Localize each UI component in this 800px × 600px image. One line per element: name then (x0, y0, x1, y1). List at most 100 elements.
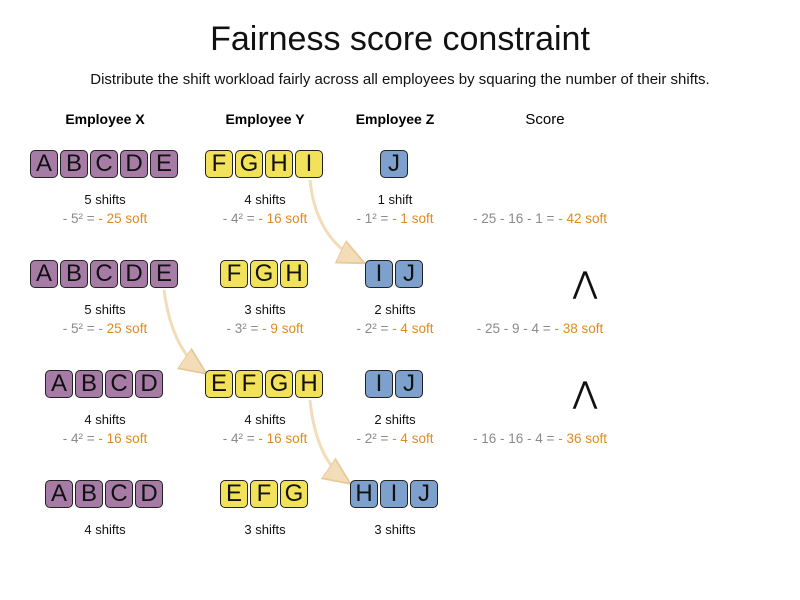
arrow-i-to-z (308, 179, 362, 262)
shift-tile: F (250, 480, 278, 508)
total-score-formula: - 25 - 16 - 1 = - 42 soft (450, 211, 630, 226)
shift-count: 2 shifts (374, 412, 416, 427)
total-score-calc: - 25 - 9 - 4 = (476, 321, 551, 336)
shift-tile: H (265, 150, 293, 178)
shift-tile: A (30, 150, 58, 178)
shift-count: 4 shifts (244, 412, 286, 427)
shift-tile: D (120, 150, 148, 178)
total-score-calc: - 16 - 16 - 4 = (473, 431, 555, 446)
score-improvement-symbol: ⋀ (572, 267, 598, 300)
penalty-formula: - 5² = - 25 soft (15, 211, 195, 226)
shift-count: 3 shifts (374, 522, 416, 537)
shift-tile: F (235, 370, 263, 398)
penalty-result: - 25 soft (98, 321, 148, 336)
shift-count: 2 shifts (374, 302, 416, 317)
shift-tile: B (60, 260, 88, 288)
penalty-result: - 4 soft (392, 321, 434, 336)
shift-tile: B (75, 370, 103, 398)
shift-count: 4 shifts (84, 522, 126, 537)
shift-tile: A (30, 260, 58, 288)
shift-tile: I (380, 480, 408, 508)
diagram-subtitle: Distribute the shift workload fairly acr… (90, 71, 710, 88)
penalty-formula: - 1² = - 1 soft (305, 211, 485, 226)
shift-tile: F (205, 150, 233, 178)
shift-tile: J (380, 150, 408, 178)
header-employee-z: Employee Z (355, 111, 435, 127)
penalty-result: - 4 soft (392, 431, 434, 446)
shift-tile: I (295, 150, 323, 178)
total-score-result: - 36 soft (558, 431, 607, 446)
shift-count: 4 shifts (244, 192, 286, 207)
shift-tile: D (135, 370, 163, 398)
penalty-formula: - 3² = - 9 soft (175, 321, 355, 336)
shift-count: 5 shifts (84, 302, 126, 317)
penalty-calc: - 2² = (356, 321, 393, 336)
shift-tile: C (105, 480, 133, 508)
penalty-calc: - 5² = (62, 321, 99, 336)
penalty-calc: - 2² = (356, 431, 393, 446)
total-score-formula: - 25 - 9 - 4 = - 38 soft (450, 321, 630, 336)
shift-tile: A (45, 480, 73, 508)
penalty-result: - 16 soft (258, 211, 308, 226)
shift-tile: G (265, 370, 293, 398)
shift-tile: H (280, 260, 308, 288)
shift-tile: C (90, 150, 118, 178)
arrow-h-to-z (308, 399, 348, 482)
shift-tile: D (120, 260, 148, 288)
shift-tile: I (365, 260, 393, 288)
shift-count: 3 shifts (244, 302, 286, 317)
total-score-result: - 38 soft (554, 321, 604, 336)
penalty-result: - 1 soft (392, 211, 434, 226)
penalty-formula: - 4² = - 16 soft (175, 211, 355, 226)
penalty-result: - 9 soft (262, 321, 304, 336)
penalty-formula: - 5² = - 25 soft (15, 321, 195, 336)
total-score-calc: - 25 - 16 - 1 = (473, 211, 555, 226)
shift-tile: E (150, 150, 178, 178)
penalty-result: - 25 soft (98, 211, 148, 226)
penalty-formula: - 2² = - 4 soft (305, 431, 485, 446)
penalty-formula: - 2² = - 4 soft (305, 321, 485, 336)
shift-tile: B (60, 150, 88, 178)
penalty-formula: - 4² = - 16 soft (15, 431, 195, 446)
shift-tile: J (395, 370, 423, 398)
diagram-title: Fairness score constraint (210, 20, 590, 58)
shift-tile: D (135, 480, 163, 508)
header-employee-x: Employee X (65, 111, 145, 127)
shift-tile: C (90, 260, 118, 288)
shift-count: 4 shifts (84, 412, 126, 427)
total-score-result: - 42 soft (558, 211, 607, 226)
shift-tile: E (150, 260, 178, 288)
penalty-calc: - 4² = (62, 431, 99, 446)
employee-z-shift-group: J (380, 150, 410, 178)
shift-tile: J (395, 260, 423, 288)
header-score: Score (525, 111, 565, 128)
shift-tile: E (220, 480, 248, 508)
shift-tile: H (295, 370, 323, 398)
shift-tile: B (75, 480, 103, 508)
penalty-calc: - 4² = (222, 211, 259, 226)
shift-tile: I (365, 370, 393, 398)
shift-tile: F (220, 260, 248, 288)
penalty-calc: - 5² = (62, 211, 99, 226)
header-employee-y: Employee Y (225, 111, 305, 127)
shift-tile: C (105, 370, 133, 398)
shift-tile: E (205, 370, 233, 398)
total-score-formula: - 16 - 16 - 4 = - 36 soft (450, 431, 630, 446)
shift-tile: H (350, 480, 378, 508)
shift-tile: G (280, 480, 308, 508)
shift-count: 3 shifts (244, 522, 286, 537)
shift-tile: A (45, 370, 73, 398)
shift-count: 5 shifts (84, 192, 126, 207)
penalty-calc: - 1² = (356, 211, 393, 226)
